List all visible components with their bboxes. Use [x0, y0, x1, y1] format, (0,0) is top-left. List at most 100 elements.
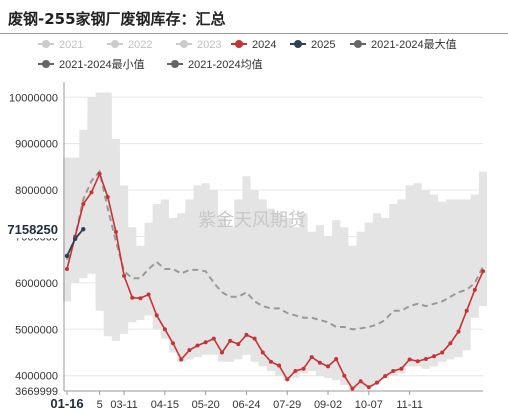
series-2024-point	[350, 386, 355, 391]
series-2024-point	[448, 341, 453, 346]
min-max-band	[63, 92, 487, 390]
legend-item[interactable]: 2024	[231, 39, 276, 51]
y-tick-label: 5000000	[15, 324, 58, 336]
series-2024-point	[162, 327, 167, 332]
y-tick-label: 6000000	[15, 278, 58, 290]
legend-item[interactable]: 2022	[107, 39, 152, 51]
series-2024-point	[399, 366, 404, 371]
legend-dot-icon	[42, 40, 50, 48]
series-2024-point	[138, 296, 143, 301]
y-axis: 1000000090000008000000700000060000005000…	[2, 82, 65, 398]
chart-title: 废钢-255家钢厂废钢库存：汇总	[8, 10, 226, 28]
series-2024-point	[65, 266, 69, 271]
legend: 2021 2022 2023 2024 2025 2021-2024最大值 2021-202…	[38, 37, 457, 71]
legend-label: 2023	[197, 39, 221, 51]
series-2025-point	[72, 236, 78, 242]
series-2024-point	[260, 350, 265, 355]
series-2024-point	[179, 357, 184, 362]
legend-dot-icon	[354, 40, 362, 48]
series-2024-point	[383, 374, 388, 379]
x-tick-label: 09-02	[314, 399, 342, 411]
legend-item[interactable]: 2025	[290, 39, 335, 51]
legend-dot-icon	[42, 60, 50, 68]
x-tick-label: 06-24	[232, 399, 260, 411]
legend-item[interactable]: 2021	[38, 39, 83, 51]
series-2024-point	[187, 348, 192, 353]
series-2024-point	[472, 287, 477, 292]
series-2024-point	[122, 273, 127, 278]
x-tick-label: 07-29	[273, 399, 301, 411]
legend-item[interactable]: 2021-2024均值	[167, 58, 263, 71]
x-tick-label: 05-20	[192, 399, 220, 411]
series-2024-point	[317, 360, 322, 365]
series-2024-point	[171, 341, 176, 346]
legend-item[interactable]: 2021-2024最大值	[350, 37, 457, 51]
series-2024-point	[252, 336, 257, 341]
series-2024-point	[374, 380, 379, 385]
y-highlight-bg	[2, 220, 60, 239]
series-2024-point	[211, 336, 216, 341]
series-2024-point	[277, 363, 282, 368]
series-2024-point	[440, 350, 445, 355]
legend-dot-icon	[111, 40, 119, 48]
series-2024-point	[342, 373, 347, 378]
series-2024-point	[391, 369, 396, 374]
legend-dot-icon	[171, 60, 179, 68]
legend-item[interactable]: 2023	[176, 39, 221, 51]
series-2024-point	[481, 269, 485, 274]
y-tick-label: 3669999	[15, 386, 58, 398]
series-2024-point	[407, 357, 412, 362]
series-2024-point	[334, 356, 339, 361]
series-2024-point	[309, 355, 314, 360]
x-tick-label: 10-07	[355, 399, 383, 411]
series-2024-point	[146, 292, 151, 297]
series-2024-point	[456, 329, 461, 334]
legend-item[interactable]: 2021-2024最小值	[38, 58, 145, 71]
y-tick-label: 4000000	[15, 371, 58, 383]
series-2024-point	[423, 356, 428, 361]
series-2024-line	[66, 171, 484, 390]
series-2024-point	[154, 313, 159, 318]
series-2024-point	[228, 338, 233, 343]
legend-label: 2021-2024最小值	[59, 58, 145, 71]
series-2025-point	[64, 253, 70, 259]
series-layer	[64, 169, 485, 391]
series-2024-point	[105, 195, 110, 200]
y-tick-label: 9000000	[15, 139, 58, 151]
x-tick-label: 11-11	[396, 399, 423, 411]
x-tick-label: 03-11	[110, 399, 137, 411]
series-2024-point	[285, 377, 290, 382]
series-2024-point	[195, 343, 200, 348]
series-2024-point	[415, 359, 420, 364]
series-2024-point	[97, 171, 102, 176]
legend-dot-icon	[294, 40, 302, 48]
series-2024-point	[326, 364, 331, 369]
series-2024-point	[130, 295, 135, 300]
series-2024-point	[366, 385, 371, 390]
x-tick-label: 04-15	[151, 399, 179, 411]
series-2024-point	[358, 379, 363, 384]
series-2024-point	[464, 308, 469, 313]
legend-label: 2021-2024最大值	[371, 37, 457, 51]
series-2024-point	[81, 202, 86, 207]
series-2024-point	[203, 340, 208, 345]
x-tick-label: 01-16	[50, 396, 83, 411]
legend-dot-icon	[235, 40, 243, 48]
series-2024-point	[244, 332, 249, 337]
series-2024-point	[293, 369, 298, 374]
title-divider	[0, 33, 508, 34]
series-2024-point	[113, 229, 118, 234]
y-highlight-label: 7158250	[7, 222, 58, 237]
series-2024-point	[432, 354, 437, 359]
legend-label: 2022	[128, 39, 152, 51]
series-2024-point	[89, 190, 94, 195]
x-tick-label: 5	[97, 399, 103, 411]
legend-label: 2021	[59, 39, 83, 51]
series-2024-point	[268, 359, 273, 364]
series-mean-line	[66, 169, 484, 331]
legend-dot-icon	[180, 40, 188, 48]
series-2024-point	[236, 342, 241, 347]
series-2024-point	[219, 350, 224, 355]
series-2024-point	[301, 366, 306, 371]
